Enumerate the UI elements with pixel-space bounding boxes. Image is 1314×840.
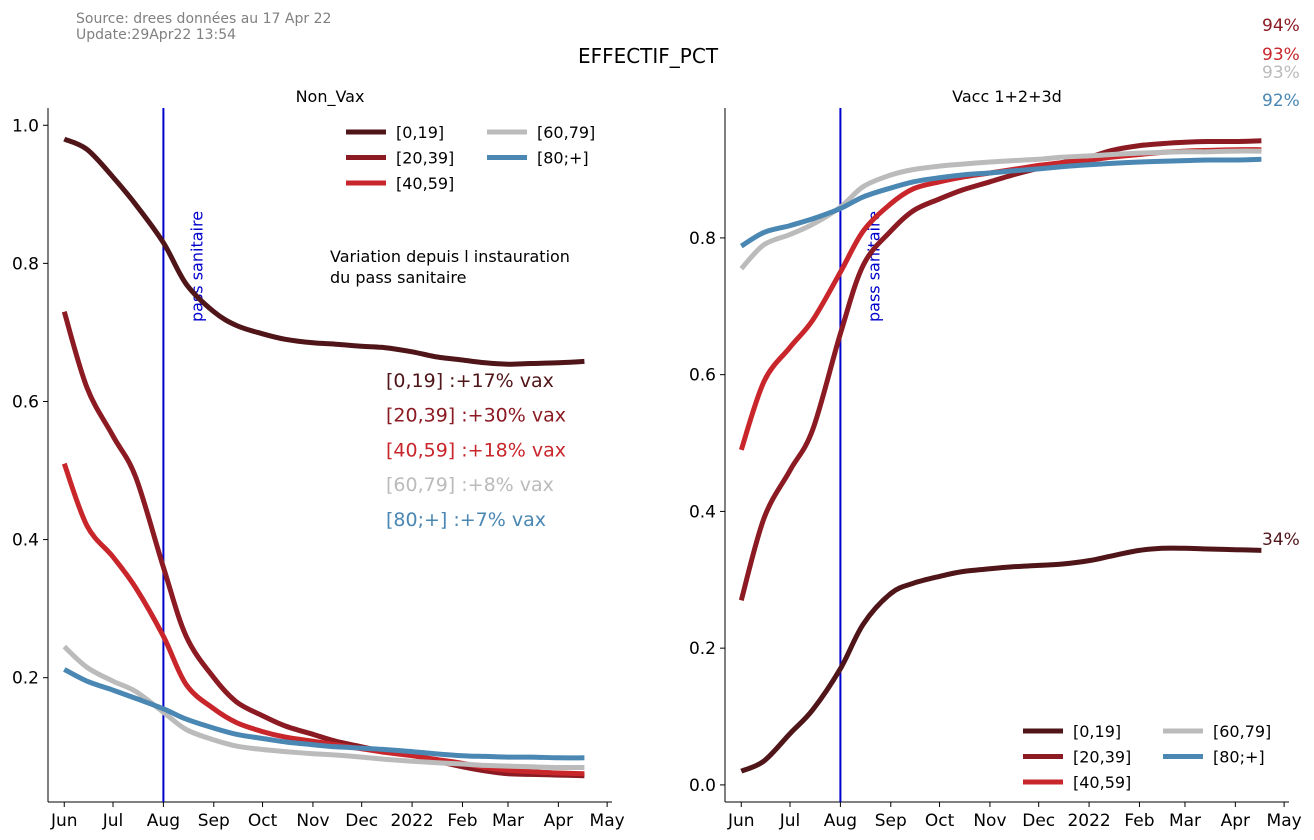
variation-label: [20,39] :+30% vax bbox=[386, 405, 566, 427]
variation-label: [60,79] :+8% vax bbox=[386, 474, 554, 496]
series-line bbox=[738, 138, 1262, 601]
legend-label: [40,59] bbox=[396, 174, 454, 193]
x-tick-label: Apr bbox=[544, 811, 573, 831]
x-tick-label: Mar bbox=[1169, 811, 1201, 831]
y-tick-label: 0.4 bbox=[12, 531, 39, 551]
x-tick-label: Oct bbox=[248, 811, 278, 831]
legend-label: [80;+] bbox=[537, 149, 589, 168]
x-tick-label: Jul bbox=[779, 811, 801, 831]
series-line bbox=[61, 462, 585, 777]
annotation-text: du pass sanitaire bbox=[330, 268, 466, 287]
legend-label: [0,19] bbox=[1073, 722, 1121, 741]
x-tick-label: Dec bbox=[1022, 811, 1055, 831]
source-note: Source: drees données au 17 Apr 22 bbox=[76, 11, 331, 27]
x-tick-label: Apr bbox=[1221, 811, 1250, 831]
legend-label: [20,39] bbox=[396, 149, 454, 168]
x-tick-label: May bbox=[590, 811, 625, 831]
legend-label: [60,79] bbox=[537, 123, 595, 142]
legend-label: [20,39] bbox=[1073, 748, 1131, 767]
figure-title: EFFECTIF_PCT bbox=[578, 44, 719, 68]
variation-label: [80;+] :+7% vax bbox=[386, 509, 546, 531]
x-tick-label: Dec bbox=[345, 811, 378, 831]
variation-label: [40,59] :+18% vax bbox=[386, 439, 566, 461]
legend-label: [0,19] bbox=[396, 123, 444, 142]
x-tick-label: Feb bbox=[1124, 811, 1154, 831]
series-line bbox=[739, 156, 1262, 249]
x-tick-label: Mar bbox=[492, 811, 524, 831]
series-line bbox=[740, 545, 1262, 774]
legend-label: [80;+] bbox=[1213, 748, 1265, 767]
y-tick-label: 0.4 bbox=[689, 502, 716, 522]
end-value-label: 94% bbox=[1262, 16, 1300, 36]
update-note: Update:29Apr22 13:54 bbox=[76, 27, 236, 43]
x-tick-label: Jun bbox=[50, 811, 78, 831]
x-tick-label: Nov bbox=[296, 811, 329, 831]
pass-sanitaire-label: pass sanitaire bbox=[864, 211, 883, 322]
variation-label: [0,19] :+17% vax bbox=[386, 370, 554, 392]
x-tick-label: Feb bbox=[447, 811, 477, 831]
y-tick-label: 0.8 bbox=[12, 254, 39, 274]
end-value-label: 92% bbox=[1262, 91, 1300, 111]
x-tick-label: Sep bbox=[198, 811, 230, 831]
panel-title: Vacc 1+2+3d bbox=[952, 87, 1062, 106]
x-tick-label: Aug bbox=[147, 811, 180, 831]
y-tick-label: 0.6 bbox=[689, 366, 716, 386]
annotation-text: Variation depuis l instauration bbox=[330, 247, 570, 266]
x-tick-label: May bbox=[1267, 811, 1302, 831]
chart-panel-non-vax: Non_Vax Jun Jul Aug Sep Oct Nov Dec 2022 Feb Mar Ap… bbox=[12, 87, 625, 831]
x-tick-label: Nov bbox=[973, 811, 1006, 831]
x-tick-label: Aug bbox=[824, 811, 857, 831]
y-tick-label: 0.2 bbox=[12, 669, 39, 689]
y-tick-label: 0.2 bbox=[689, 639, 716, 659]
chart-panel-vacc: Vacc 1+2+3d Jun Jul Aug Sep Oct Nov Dec 2022 Feb M… bbox=[689, 16, 1302, 831]
x-tick-label: 2022 bbox=[390, 811, 433, 831]
end-value-label: 93% bbox=[1262, 45, 1300, 65]
x-tick-label: Oct bbox=[925, 811, 955, 831]
series-line bbox=[63, 667, 585, 761]
y-tick-label: 1.0 bbox=[12, 116, 39, 136]
x-tick-label: 2022 bbox=[1067, 811, 1110, 831]
legend-label: [60,79] bbox=[1213, 722, 1271, 741]
end-value-label: 93% bbox=[1262, 63, 1300, 83]
x-tick-label: Jul bbox=[102, 811, 124, 831]
y-tick-label: 0.8 bbox=[689, 229, 716, 249]
y-tick-label: 0.6 bbox=[12, 392, 39, 412]
series-line bbox=[62, 644, 585, 771]
series-line bbox=[61, 311, 585, 779]
end-value-label: 34% bbox=[1262, 530, 1300, 550]
x-tick-label: Sep bbox=[875, 811, 907, 831]
y-tick-label: 0.0 bbox=[689, 776, 716, 796]
x-tick-label: Jun bbox=[727, 811, 755, 831]
panel-title: Non_Vax bbox=[296, 87, 365, 107]
series-line bbox=[63, 136, 585, 367]
series-line bbox=[739, 148, 1262, 271]
legend-label: [40,59] bbox=[1073, 773, 1131, 792]
